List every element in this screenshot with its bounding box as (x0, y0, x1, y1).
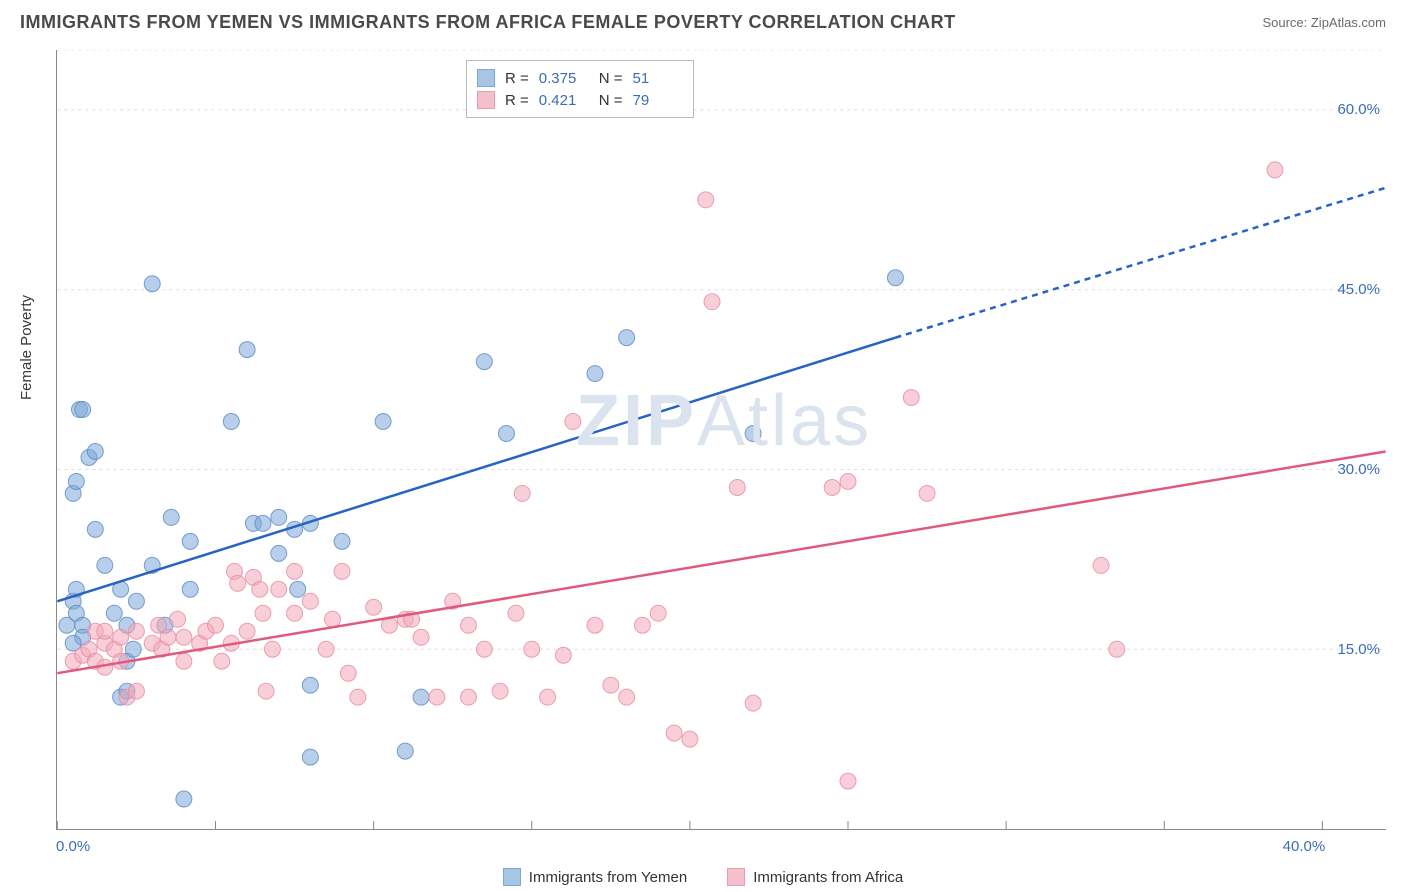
chart-header: IMMIGRANTS FROM YEMEN VS IMMIGRANTS FROM… (0, 0, 1406, 41)
legend-label: Immigrants from Africa (753, 869, 903, 886)
n-label: N = (599, 92, 623, 109)
stat-row: R = 0.375 N = 51 (477, 67, 683, 89)
chart-title: IMMIGRANTS FROM YEMEN VS IMMIGRANTS FROM… (20, 12, 956, 33)
y-tick-label: 30.0% (1337, 461, 1380, 478)
y-tick-label: 45.0% (1337, 281, 1380, 298)
y-tick-label: 60.0% (1337, 101, 1380, 118)
series-swatch (727, 868, 745, 886)
x-tick-label: 0.0% (56, 838, 90, 855)
chart-area: ZIPAtlas R =0.375N =51R =0.421N =79 15.0… (56, 50, 1386, 830)
legend-label: Immigrants from Yemen (529, 869, 687, 886)
series-swatch (477, 69, 495, 87)
source-name: ZipAtlas.com (1311, 15, 1386, 30)
r-value: 0.421 (539, 92, 589, 109)
x-tick-label: 40.0% (1283, 838, 1326, 855)
source-attribution: Source: ZipAtlas.com (1262, 15, 1386, 30)
scatter-plot (56, 50, 1386, 830)
y-tick-label: 15.0% (1337, 641, 1380, 658)
r-label: R = (505, 70, 529, 87)
correlation-stats-box: R = 0.375 N = 51 R = 0.421 N = 79 (466, 60, 694, 118)
stat-row: R = 0.421 N = 79 (477, 89, 683, 111)
series-swatch (477, 91, 495, 109)
n-value: 51 (633, 70, 683, 87)
series-swatch (503, 868, 521, 886)
legend-item: Immigrants from Yemen (503, 868, 687, 886)
legend-item: Immigrants from Africa (727, 868, 903, 886)
source-prefix: Source: (1262, 15, 1310, 30)
n-value: 79 (633, 92, 683, 109)
r-value: 0.375 (539, 70, 589, 87)
y-axis-label: Female Poverty (18, 295, 35, 400)
n-label: N = (599, 70, 623, 87)
r-label: R = (505, 92, 529, 109)
legend: Immigrants from Yemen Immigrants from Afr… (0, 868, 1406, 886)
